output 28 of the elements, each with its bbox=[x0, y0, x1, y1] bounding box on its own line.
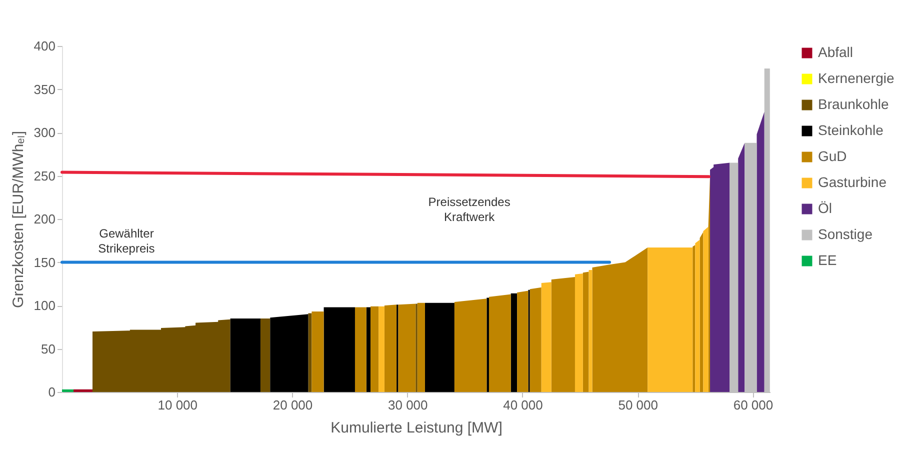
legend-label: Abfall bbox=[818, 44, 854, 60]
legend-label: Öl bbox=[818, 200, 832, 216]
annotation: Gewählter Strikepreis bbox=[98, 226, 155, 256]
x-tick-label: 20 000 bbox=[272, 398, 313, 412]
y-tick-label: 150 bbox=[34, 254, 56, 270]
y-axis-title: Grenzkosten [EUR/MWhₑₗ] bbox=[10, 131, 27, 308]
y-tick-label: 50 bbox=[41, 341, 56, 356]
x-tick-label: 50 000 bbox=[618, 398, 658, 412]
x-tick-label: 30 000 bbox=[388, 398, 428, 412]
annotation: Preissetzendes Kraftwerk bbox=[428, 194, 510, 224]
legend-label: Steinkohle bbox=[818, 122, 884, 138]
x-tick-label: 40 000 bbox=[503, 398, 543, 412]
y-tick-label: 200 bbox=[34, 212, 56, 226]
legend-label: GuD bbox=[818, 148, 847, 164]
legend-label: Gasturbine bbox=[818, 174, 887, 190]
legend-label: Kernenergie bbox=[818, 70, 894, 86]
legend-label: EE bbox=[818, 252, 837, 268]
x-tick-label: 60 000 bbox=[733, 398, 774, 412]
y-tick-label: 0 bbox=[48, 384, 56, 400]
legend-label: Braunkohle bbox=[818, 96, 890, 112]
x-tick-label: 10 000 bbox=[158, 398, 198, 412]
legend-label: Sonstige bbox=[818, 226, 873, 242]
y-tick-label: 400 bbox=[34, 38, 56, 54]
y-tick-label: 250 bbox=[34, 168, 56, 184]
x-axis-title: Kumulierte Leistung [MW] bbox=[330, 420, 502, 436]
y-tick-label: 350 bbox=[34, 82, 56, 97]
y-tick-label: 100 bbox=[34, 298, 56, 313]
y-tick-label: 300 bbox=[34, 125, 56, 140]
